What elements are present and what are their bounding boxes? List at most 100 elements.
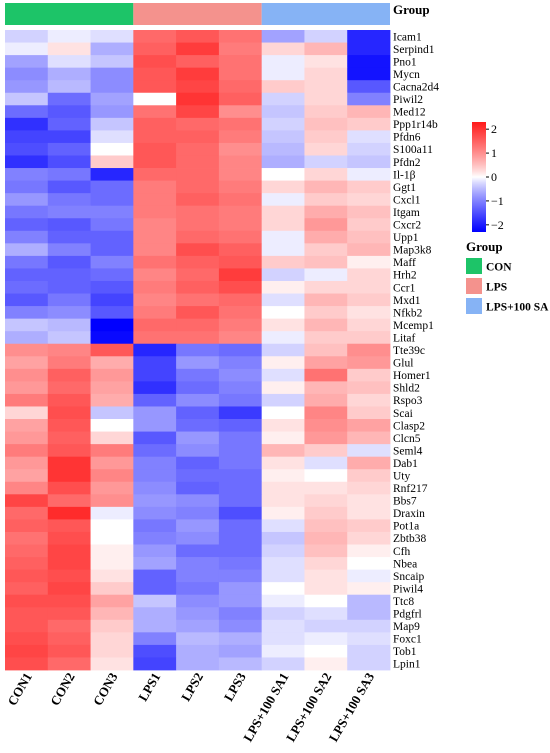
- color-scale-tick-label: 0: [491, 170, 497, 184]
- heatmap-cell: [133, 356, 177, 370]
- heatmap-cell: [176, 406, 220, 420]
- heatmap-cell: [90, 343, 134, 357]
- legend-swatch-lps-100-sa: [466, 298, 482, 314]
- heatmap-cell: [218, 180, 263, 194]
- heatmap-cell: [90, 218, 134, 232]
- heatmap-cell: [176, 343, 220, 357]
- heatmap-cell: [261, 306, 305, 320]
- heatmap-cell: [90, 255, 134, 269]
- heatmap-cell: [47, 469, 91, 483]
- heatmap-cell: [218, 205, 263, 219]
- heatmap-cell: [176, 268, 220, 282]
- heatmap-cell: [218, 30, 263, 43]
- heatmap-cell: [347, 444, 391, 458]
- heatmap-cell: [304, 657, 348, 671]
- heatmap-cell: [133, 55, 177, 69]
- heatmap-cell: [133, 230, 177, 244]
- heatmap-cell: [133, 42, 177, 56]
- legend-swatch-lps: [466, 278, 482, 294]
- heatmap-cell: [176, 531, 220, 545]
- heatmap-cell: [176, 306, 220, 320]
- heatmap-cell: [218, 117, 263, 131]
- heatmap-cell: [47, 280, 91, 294]
- heatmap-cell: [47, 519, 91, 533]
- heatmap-cell: [90, 318, 134, 332]
- heatmap-cell: [176, 506, 220, 520]
- heatmap-cell: [133, 494, 177, 508]
- heatmap-cell: [304, 42, 348, 56]
- heatmap-cell: [90, 193, 134, 207]
- heatmap-cell: [5, 180, 49, 194]
- heatmap-cell: [304, 193, 348, 207]
- sample-label: CON3: [90, 670, 121, 709]
- gene-label: Cacna2d4: [393, 81, 439, 93]
- sample-label: CON1: [4, 670, 35, 708]
- heatmap-cell: [5, 481, 49, 495]
- heatmap-cell: [304, 356, 348, 370]
- heatmap-cell: [5, 582, 49, 596]
- heatmap-cell: [347, 92, 391, 106]
- heatmap-cell: [218, 406, 263, 420]
- heatmap-cell: [261, 393, 305, 407]
- heatmap-cell: [5, 42, 49, 56]
- heatmap-cell: [5, 607, 49, 621]
- heatmap-cell: [90, 117, 134, 131]
- heatmap-cell: [347, 293, 391, 307]
- heatmap-cell: [90, 419, 134, 432]
- heatmap-cell: [304, 280, 348, 294]
- heatmap-cell: [261, 67, 305, 81]
- heatmap-cell: [304, 343, 348, 357]
- heatmap-cell: [90, 142, 134, 156]
- gene-label: Piwil2: [393, 94, 423, 106]
- heatmap-cell: [176, 205, 220, 219]
- heatmap-cell: [304, 619, 348, 633]
- gene-label: Map3k8: [393, 245, 432, 257]
- heatmap-cell: [304, 582, 348, 596]
- heatmap-cell: [347, 168, 391, 181]
- heatmap-cell: [47, 619, 91, 633]
- group-legend: Group CON LPS LPS+100 SA: [466, 239, 549, 314]
- heatmap-cell: [47, 494, 91, 508]
- gene-label: Ccr1: [393, 282, 416, 294]
- heatmap-cell: [347, 569, 391, 583]
- gene-label: Homer1: [393, 370, 431, 382]
- heatmap-cell: [176, 105, 220, 119]
- heatmap-cell: [90, 456, 134, 470]
- heatmap-cell: [5, 557, 49, 571]
- heatmap-cell: [261, 243, 305, 257]
- heatmap-cell: [90, 431, 134, 445]
- heatmap-cell: [47, 632, 91, 646]
- heatmap-cell: [5, 544, 49, 558]
- heatmap-cell: [261, 130, 305, 144]
- heatmap-cell: [5, 406, 49, 420]
- heatmap-cell: [90, 306, 134, 320]
- heatmap-cell: [304, 557, 348, 571]
- heatmap-cell: [347, 368, 391, 382]
- heatmap-cell: [5, 130, 49, 144]
- heatmap-cell: [133, 306, 177, 320]
- heatmap-cell: [304, 519, 348, 533]
- heatmap-cell: [347, 306, 391, 320]
- heatmap-cell: [304, 67, 348, 81]
- heatmap-cell: [218, 444, 263, 458]
- heatmap-cell: [304, 469, 348, 483]
- heatmap-cell: [47, 557, 91, 571]
- gene-label: Sncaip: [393, 571, 425, 583]
- heatmap-cell: [218, 607, 263, 621]
- heatmap-cell: [90, 243, 134, 257]
- heatmap-cell: [304, 306, 348, 320]
- heatmap-cell: [5, 293, 49, 307]
- gene-label: Lpin1: [393, 659, 421, 671]
- heatmap-cell: [218, 456, 263, 470]
- heatmap-cell: [261, 268, 305, 282]
- heatmap-cell: [347, 318, 391, 332]
- heatmap-cell: [304, 419, 348, 432]
- heatmap-cell: [304, 55, 348, 69]
- heatmap-cell: [218, 268, 263, 282]
- heatmap-cell: [176, 168, 220, 181]
- gene-label: Dab1: [393, 458, 418, 470]
- heatmap-cell: [5, 117, 49, 131]
- heatmap-cell: [5, 55, 49, 69]
- heatmap-cell: [218, 42, 263, 56]
